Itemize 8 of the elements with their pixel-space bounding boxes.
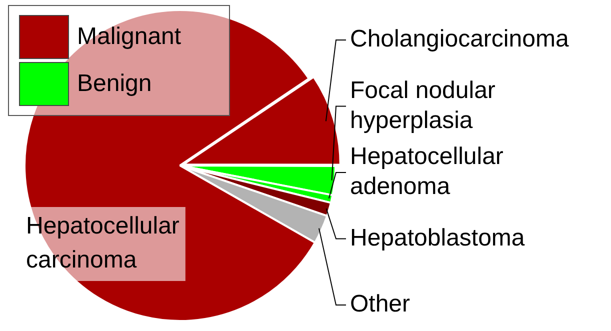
slice-label: Focal nodular hyperplasia (350, 76, 496, 134)
slice-label: Cholangiocarcinoma (350, 26, 570, 53)
slice-label: Hepatocellular carcinoma (26, 212, 180, 274)
slice-label: Other (350, 290, 410, 318)
slice-label: Hepatoblastoma (350, 224, 526, 252)
slice-label: Hepatocellular adenoma (350, 143, 504, 200)
text: Benign (77, 70, 152, 98)
text: Malignant (77, 23, 182, 51)
